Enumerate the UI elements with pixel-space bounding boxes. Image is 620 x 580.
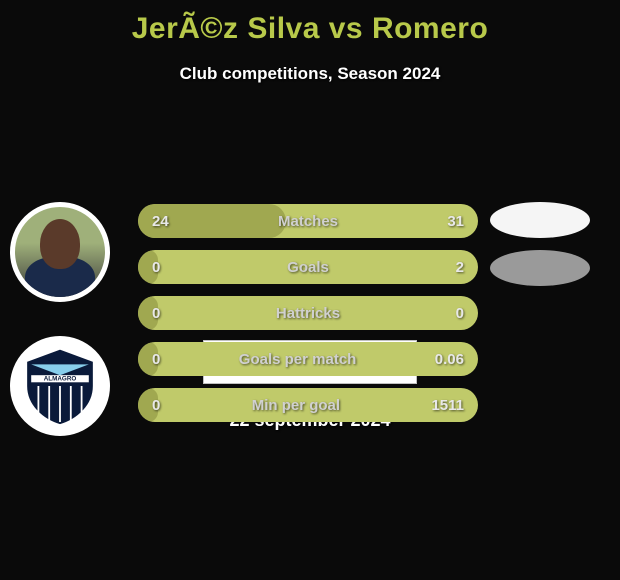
indicator-oval [490, 202, 590, 238]
stat-bar: 0 Goals per match 0.06 [138, 342, 478, 376]
svg-text:ALMAGRO: ALMAGRO [44, 376, 77, 383]
stat-bar: 0 Goals 2 [138, 250, 478, 284]
stat-bar: 0 Min per goal 1511 [138, 388, 478, 422]
stat-left-value: 24 [152, 213, 169, 230]
stat-left-value: 0 [152, 397, 160, 414]
stat-bars: 24 Matches 31 0 Goals 2 0 Hattricks 0 0 Goals per … [138, 204, 478, 434]
avatars-column: ALMAGRO [10, 202, 115, 470]
stat-left-value: 0 [152, 259, 160, 276]
indicator-oval [490, 250, 590, 286]
stat-right-value: 2 [456, 259, 464, 276]
shield-icon: ALMAGRO [15, 341, 105, 431]
stat-label: Min per goal [252, 397, 340, 414]
player-avatar [10, 202, 110, 302]
subtitle: Club competitions, Season 2024 [0, 64, 620, 84]
stat-left-value: 0 [152, 305, 160, 322]
stat-left-value: 0 [152, 351, 160, 368]
club-badge: ALMAGRO [10, 336, 110, 436]
stat-right-value: 31 [447, 213, 464, 230]
comparison-card: JerÃ©z Silva vs Romero Club competitions… [0, 0, 620, 580]
page-title: JerÃ©z Silva vs Romero [0, 0, 620, 46]
stat-right-value: 0.06 [435, 351, 464, 368]
right-ovals [490, 202, 600, 298]
stat-bar: 24 Matches 31 [138, 204, 478, 238]
stat-bar: 0 Hattricks 0 [138, 296, 478, 330]
stat-right-value: 0 [456, 305, 464, 322]
stat-label: Matches [278, 213, 338, 230]
stat-right-value: 1511 [431, 397, 464, 414]
stat-label: Hattricks [276, 305, 340, 322]
stat-label: Goals [287, 259, 329, 276]
stat-label: Goals per match [239, 351, 357, 368]
